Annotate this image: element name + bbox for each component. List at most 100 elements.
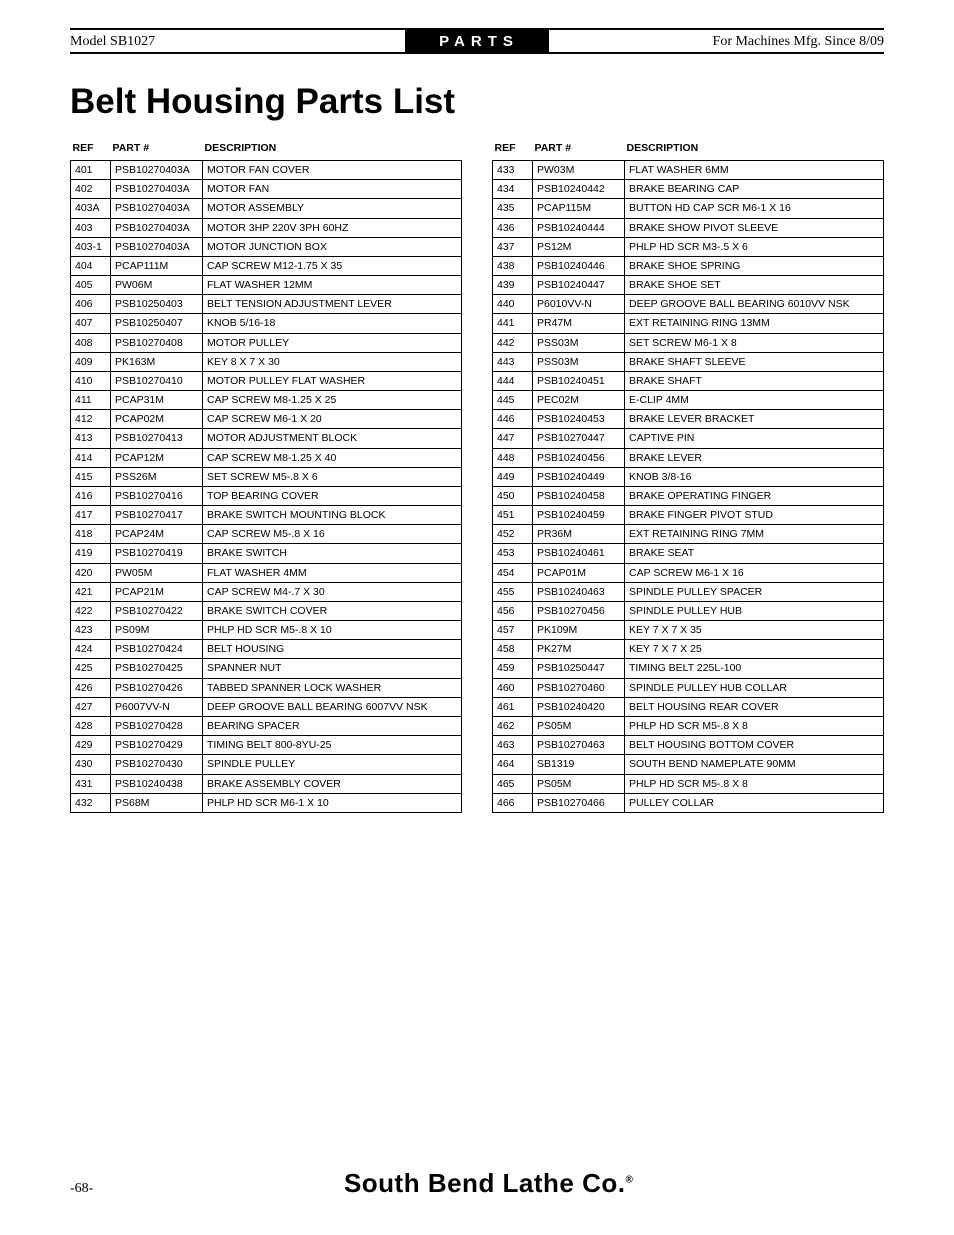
cell-desc: CAP SCREW M8-1.25 X 40 [203, 448, 462, 467]
cell-ref: 411 [71, 391, 111, 410]
cell-desc: BELT HOUSING [203, 640, 462, 659]
cell-ref: 452 [493, 525, 533, 544]
table-row: 414PCAP12MCAP SCREW M8-1.25 X 40 [71, 448, 462, 467]
cell-ref: 447 [493, 429, 533, 448]
cell-desc: KEY 7 X 7 X 25 [625, 640, 884, 659]
table-row: 457PK109MKEY 7 X 7 X 35 [493, 621, 884, 640]
page-footer: -68- South Bend Lathe Co.® [70, 1168, 884, 1199]
cell-desc: BEARING SPACER [203, 716, 462, 735]
table-row: 402PSB10270403AMOTOR FAN [71, 180, 462, 199]
cell-ref: 435 [493, 199, 533, 218]
cell-desc: FLAT WASHER 12MM [203, 276, 462, 295]
cell-ref: 402 [71, 180, 111, 199]
cell-part: PSB10270424 [111, 640, 203, 659]
cell-ref: 430 [71, 755, 111, 774]
cell-part: PCAP31M [111, 391, 203, 410]
cell-ref: 403 [71, 218, 111, 237]
cell-part: PSB10240459 [533, 506, 625, 525]
cell-ref: 464 [493, 755, 533, 774]
cell-ref: 450 [493, 486, 533, 505]
parts-table-right: REF PART # DESCRIPTION 433PW03MFLAT WASH… [492, 140, 884, 813]
table-row: 432PS68MPHLP HD SCR M6-1 X 10 [71, 793, 462, 812]
cell-desc: BRAKE FINGER PIVOT STUD [625, 506, 884, 525]
cell-desc: SPINDLE PULLEY HUB [625, 601, 884, 620]
table-row: 464SB1319SOUTH BEND NAMEPLATE 90MM [493, 755, 884, 774]
table-row: 423PS09MPHLP HD SCR M5-.8 X 10 [71, 621, 462, 640]
cell-part: PW05M [111, 563, 203, 582]
cell-desc: SPINDLE PULLEY [203, 755, 462, 774]
cell-ref: 406 [71, 295, 111, 314]
cell-desc: CAPTIVE PIN [625, 429, 884, 448]
cell-desc: CAP SCREW M6-1 X 16 [625, 563, 884, 582]
table-row: 437PS12MPHLP HD SCR M3-.5 X 6 [493, 237, 884, 256]
table-row: 408PSB10270408MOTOR PULLEY [71, 333, 462, 352]
cell-ref: 449 [493, 467, 533, 486]
table-row: 456PSB10270456SPINDLE PULLEY HUB [493, 601, 884, 620]
cell-part: PSB10270456 [533, 601, 625, 620]
cell-desc: TIMING BELT 800-8YU-25 [203, 736, 462, 755]
cell-ref: 465 [493, 774, 533, 793]
table-row: 429PSB10270429TIMING BELT 800-8YU-25 [71, 736, 462, 755]
cell-part: PSB10270403A [111, 180, 203, 199]
cell-part: PSS03M [533, 352, 625, 371]
cell-ref: 432 [71, 793, 111, 812]
cell-desc: CAP SCREW M6-1 X 20 [203, 410, 462, 429]
table-row: 403PSB10270403AMOTOR 3HP 220V 3PH 60HZ [71, 218, 462, 237]
cell-part: PSS03M [533, 333, 625, 352]
cell-desc: EXT RETAINING RING 7MM [625, 525, 884, 544]
table-row: 458PK27MKEY 7 X 7 X 25 [493, 640, 884, 659]
cell-ref: 415 [71, 467, 111, 486]
cell-part: PSB10270403A [111, 161, 203, 180]
cell-desc: BUTTON HD CAP SCR M6-1 X 16 [625, 199, 884, 218]
cell-ref: 451 [493, 506, 533, 525]
cell-part: PEC02M [533, 391, 625, 410]
table-row: 454PCAP01MCAP SCREW M6-1 X 16 [493, 563, 884, 582]
cell-desc: BRAKE ASSEMBLY COVER [203, 774, 462, 793]
cell-ref: 441 [493, 314, 533, 333]
cell-part: PK163M [111, 352, 203, 371]
table-row: 450PSB10240458BRAKE OPERATING FINGER [493, 486, 884, 505]
table-row: 410PSB10270410MOTOR PULLEY FLAT WASHER [71, 371, 462, 390]
cell-ref: 429 [71, 736, 111, 755]
cell-ref: 459 [493, 659, 533, 678]
cell-desc: BRAKE SHAFT SLEEVE [625, 352, 884, 371]
cell-desc: DEEP GROOVE BALL BEARING 6010VV NSK [625, 295, 884, 314]
header-mfg: For Machines Mfg. Since 8/09 [549, 30, 884, 52]
cell-ref: 433 [493, 161, 533, 180]
cell-ref: 414 [71, 448, 111, 467]
cell-part: PSB10240461 [533, 544, 625, 563]
cell-part: SB1319 [533, 755, 625, 774]
cell-ref: 420 [71, 563, 111, 582]
table-row: 453PSB10240461BRAKE SEAT [493, 544, 884, 563]
cell-ref: 436 [493, 218, 533, 237]
cell-part: PS05M [533, 716, 625, 735]
registered-mark: ® [626, 1174, 634, 1185]
cell-desc: SPINDLE PULLEY HUB COLLAR [625, 678, 884, 697]
cell-ref: 448 [493, 448, 533, 467]
cell-part: PSB10270422 [111, 601, 203, 620]
tables-container: REF PART # DESCRIPTION 401PSB10270403AMO… [70, 140, 884, 813]
cell-desc: BRAKE OPERATING FINGER [625, 486, 884, 505]
cell-desc: MOTOR JUNCTION BOX [203, 237, 462, 256]
cell-part: PSB10270403A [111, 218, 203, 237]
cell-desc: TOP BEARING COVER [203, 486, 462, 505]
cell-part: PCAP02M [111, 410, 203, 429]
cell-desc: DEEP GROOVE BALL BEARING 6007VV NSK [203, 697, 462, 716]
cell-part: PSB10270430 [111, 755, 203, 774]
cell-ref: 428 [71, 716, 111, 735]
table-row: 419PSB10270419BRAKE SWITCH [71, 544, 462, 563]
table-row: 433PW03MFLAT WASHER 6MM [493, 161, 884, 180]
cell-desc: SOUTH BEND NAMEPLATE 90MM [625, 755, 884, 774]
cell-part: PSB10270429 [111, 736, 203, 755]
table-row: 459PSB10250447TIMING BELT 225L-100 [493, 659, 884, 678]
table-row: 425PSB10270425SPANNER NUT [71, 659, 462, 678]
page-number: -68- [70, 1181, 93, 1197]
cell-ref: 442 [493, 333, 533, 352]
cell-desc: TABBED SPANNER LOCK WASHER [203, 678, 462, 697]
cell-part: P6007VV-N [111, 697, 203, 716]
table-row: 436PSB10240444BRAKE SHOW PIVOT SLEEVE [493, 218, 884, 237]
cell-desc: FLAT WASHER 6MM [625, 161, 884, 180]
cell-desc: SPINDLE PULLEY SPACER [625, 582, 884, 601]
cell-desc: PHLP HD SCR M5-.8 X 10 [203, 621, 462, 640]
cell-ref: 466 [493, 793, 533, 812]
